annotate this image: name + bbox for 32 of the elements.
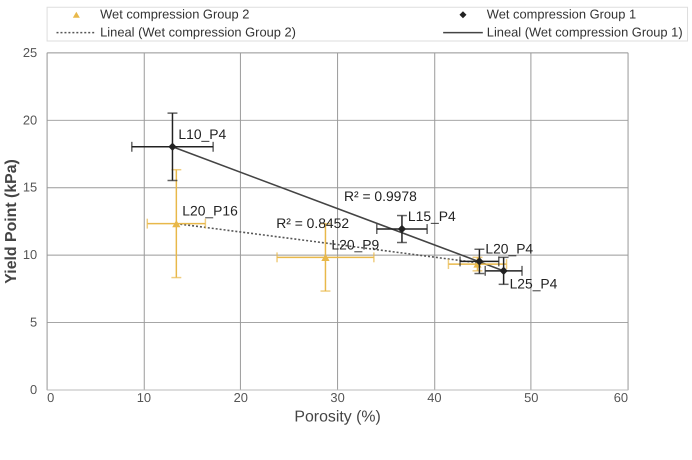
x-axis-title: Porosity (%): [294, 408, 381, 426]
annotation: L20_P9: [331, 236, 380, 252]
legend-label: Lineal (Wet compression Group 2): [100, 24, 296, 40]
annotation: R² = 0.9978: [344, 188, 418, 204]
x-tick-label: 60: [614, 390, 628, 405]
x-tick-label: 10: [136, 390, 152, 405]
x-tick-label: 0: [47, 390, 54, 405]
y-tick-label: 5: [30, 314, 38, 330]
legend-label: Wet compression Group 2: [100, 6, 250, 22]
annotation: L25_P4: [510, 276, 558, 292]
point: [475, 257, 484, 266]
y-axis-title: Yield Point (kPa): [2, 159, 20, 284]
annotation: L20_P16: [182, 202, 238, 219]
y-tick-label: 20: [22, 112, 38, 128]
point: [499, 266, 508, 275]
point: [398, 224, 406, 234]
x-tick-label: 30: [330, 390, 345, 405]
x-tick-label: 40: [427, 390, 442, 405]
x-tick-label: 50: [524, 390, 538, 405]
legend-label: Lineal (Wet compression Group 1): [486, 24, 683, 40]
y-tick-label: 10: [22, 247, 38, 262]
point: [168, 142, 177, 151]
annotation: L10_P4: [178, 126, 226, 142]
legend-label: Wet compression Group 1: [486, 6, 636, 22]
point: [172, 220, 180, 228]
annotation: R² = 0.8452: [276, 214, 350, 231]
x-tick-label: 20: [234, 390, 248, 405]
point: [321, 254, 330, 261]
annotation: L20_P4: [485, 240, 534, 256]
y-tick-label: 25: [22, 44, 38, 60]
annotation: L15_P4: [408, 208, 456, 224]
y-tick-label: 15: [22, 180, 38, 195]
